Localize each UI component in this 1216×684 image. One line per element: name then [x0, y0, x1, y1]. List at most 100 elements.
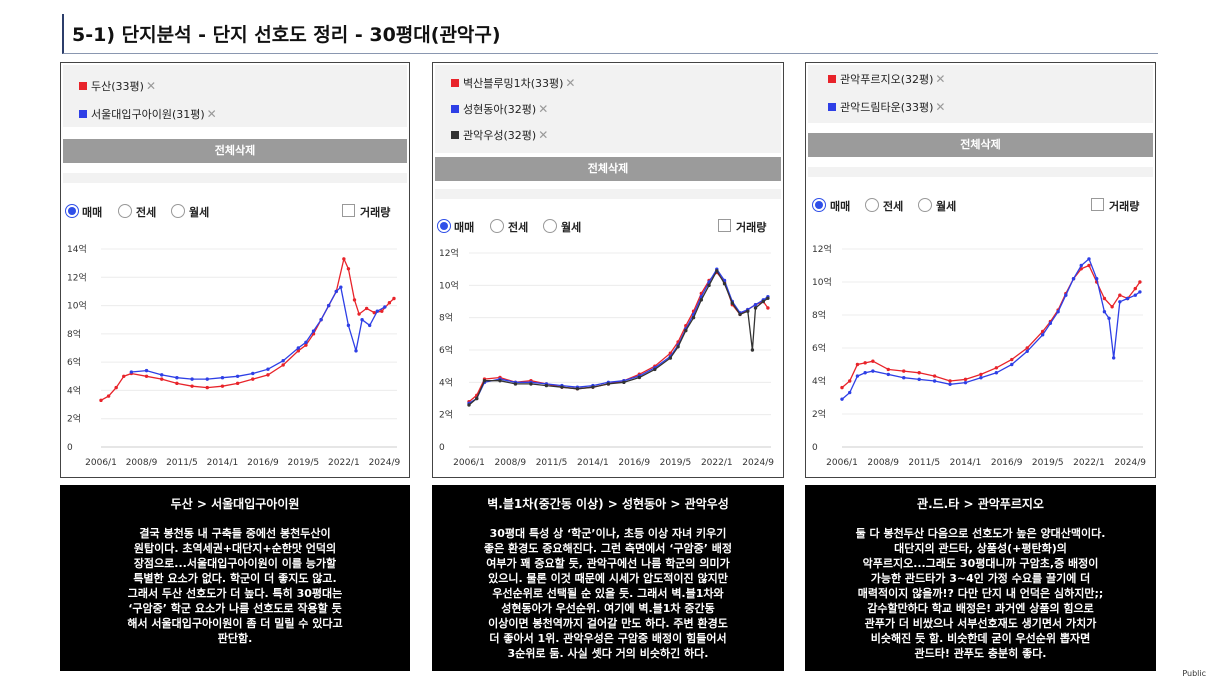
data-point: [175, 381, 179, 386]
description-text: 결국 봉천동 내 구축들 중에선 봉천두산이 원탑이다. 초역세권+대단지+순한…: [127, 527, 343, 645]
legend-swatch: [451, 131, 459, 139]
legend-label: 벽산블루밍1차(33평): [463, 77, 564, 90]
volume-checkbox[interactable]: [342, 204, 355, 217]
remove-icon[interactable]: ✕: [935, 72, 946, 86]
data-point: [114, 385, 118, 390]
x-tick-label: 2011/5: [166, 458, 198, 468]
data-point: [367, 323, 372, 328]
legend-item-2[interactable]: 서울대입구아이원(31평) ✕: [79, 106, 217, 122]
y-tick-label: 4억: [439, 376, 453, 388]
description-box-2: 벽.블1차(중간동 이상) > 성현동아 > 관악우성 30평대 특성 상 ‘학…: [432, 485, 784, 671]
x-tick-label: 2016/9: [247, 458, 279, 468]
x-tick-label: 2024/9: [742, 458, 774, 468]
data-point: [175, 376, 179, 380]
radio-monthly-label: 월세: [936, 200, 957, 213]
x-tick-label: 2008/9: [126, 458, 158, 468]
description-box-1: 두산 > 서울대입구아이원 결국 봉천동 내 구축들 중에선 봉천두산이 원탑이…: [60, 485, 410, 671]
x-tick-label: 2024/9: [369, 458, 401, 468]
legend-swatch: [828, 75, 836, 83]
data-point: [932, 374, 937, 378]
data-point: [1102, 310, 1107, 314]
chart-panel-2: 벽산블루밍1차(33평) ✕ 성현동아(32평) ✕ 관악우성(32평) ✕ 전체삭제…: [432, 62, 784, 478]
legend-item-1[interactable]: 벽산블루밍1차(33평) ✕: [451, 75, 575, 91]
data-point: [1079, 263, 1083, 268]
data-point: [304, 343, 308, 347]
volume-label: 거래량: [360, 206, 391, 219]
data-point: [668, 356, 673, 360]
remove-icon[interactable]: ✕: [206, 107, 217, 121]
data-point: [1094, 277, 1099, 281]
data-point: [1111, 356, 1116, 360]
legend-swatch: [451, 105, 459, 113]
volume-label: 거래량: [736, 221, 767, 234]
data-point: [482, 379, 487, 383]
data-point: [281, 359, 285, 363]
legend-item-1[interactable]: 두산(33평) ✕: [79, 78, 156, 94]
data-point: [863, 361, 867, 365]
remove-icon[interactable]: ✕: [565, 76, 576, 90]
data-point: [266, 373, 270, 377]
data-point: [144, 368, 149, 373]
data-point: [1102, 296, 1107, 301]
volume-checkbox[interactable]: [1091, 198, 1104, 211]
data-point: [917, 377, 921, 382]
data-point: [753, 306, 758, 310]
remove-icon[interactable]: ✕: [145, 79, 157, 93]
data-point: [637, 375, 642, 380]
data-point: [848, 390, 852, 395]
data-point: [1138, 280, 1142, 284]
description-title: 관.드.타 > 관악푸르지오: [917, 497, 1044, 511]
y-tick-label: 12억: [67, 271, 87, 283]
remove-icon[interactable]: ✕: [538, 102, 549, 116]
data-point: [560, 385, 564, 389]
data-point: [1087, 263, 1091, 268]
legend-item-2[interactable]: 성현동아(32평) ✕: [451, 101, 548, 117]
data-point: [334, 289, 338, 294]
radio-monthly[interactable]: [543, 219, 557, 233]
series-line-2: [131, 285, 386, 380]
radio-monthly[interactable]: [918, 198, 932, 212]
delete-all-button[interactable]: 전체삭제: [63, 139, 407, 163]
x-tick-label: 2016/9: [618, 458, 650, 468]
legend-item-1[interactable]: 관악푸르지오(32평) ✕: [828, 71, 945, 87]
data-point: [707, 283, 711, 288]
x-tick-label: 2006/1: [85, 458, 117, 468]
legend-item-3[interactable]: 관악우성(32평) ✕: [451, 127, 548, 143]
radio-sale[interactable]: [65, 204, 79, 218]
data-point: [129, 370, 134, 374]
remove-icon[interactable]: ✕: [935, 100, 946, 114]
trade-type-row: 매매 전세 월세 거래량: [63, 201, 407, 221]
radio-sale[interactable]: [812, 198, 826, 212]
radio-sale[interactable]: [437, 219, 451, 233]
data-point: [1071, 277, 1076, 281]
delete-all-button[interactable]: 전체삭제: [435, 157, 781, 181]
data-point: [855, 362, 860, 367]
legend-label: 관악드림타운(33평): [840, 101, 934, 114]
data-point: [1133, 293, 1137, 297]
radio-monthly[interactable]: [171, 204, 185, 218]
legend-swatch: [828, 103, 836, 111]
data-point: [304, 340, 308, 345]
remove-icon[interactable]: ✕: [538, 128, 549, 142]
description-text: 둘 다 봉천두산 다음으로 선호도가 높은 양대산맥이다. 대단지의 관드타, …: [855, 527, 1106, 660]
volume-checkbox[interactable]: [718, 219, 731, 232]
radio-jeonse[interactable]: [490, 219, 504, 233]
legend-label: 관악푸르지오(32평): [840, 73, 934, 86]
legend-item-2[interactable]: 관악드림타운(33평) ✕: [828, 99, 945, 115]
legend-label: 관악우성(32평): [463, 129, 537, 142]
data-point: [106, 394, 111, 398]
data-point: [886, 367, 891, 372]
data-point: [311, 329, 316, 333]
y-tick-label: 6억: [812, 342, 826, 354]
data-point: [475, 396, 479, 401]
delete-all-button[interactable]: 전체삭제: [808, 133, 1153, 157]
data-point: [932, 379, 937, 383]
chart-panel-3: 관악푸르지오(32평) ✕ 관악드림타운(33평) ✕ 전체삭제 매매 전세 월세 …: [805, 62, 1156, 478]
data-point: [1056, 310, 1060, 314]
radio-jeonse[interactable]: [118, 204, 132, 218]
y-tick-label: 10억: [67, 300, 87, 312]
radio-jeonse[interactable]: [865, 198, 879, 212]
data-point: [251, 371, 255, 376]
y-tick-label: 2억: [812, 408, 826, 420]
data-point: [529, 382, 533, 386]
